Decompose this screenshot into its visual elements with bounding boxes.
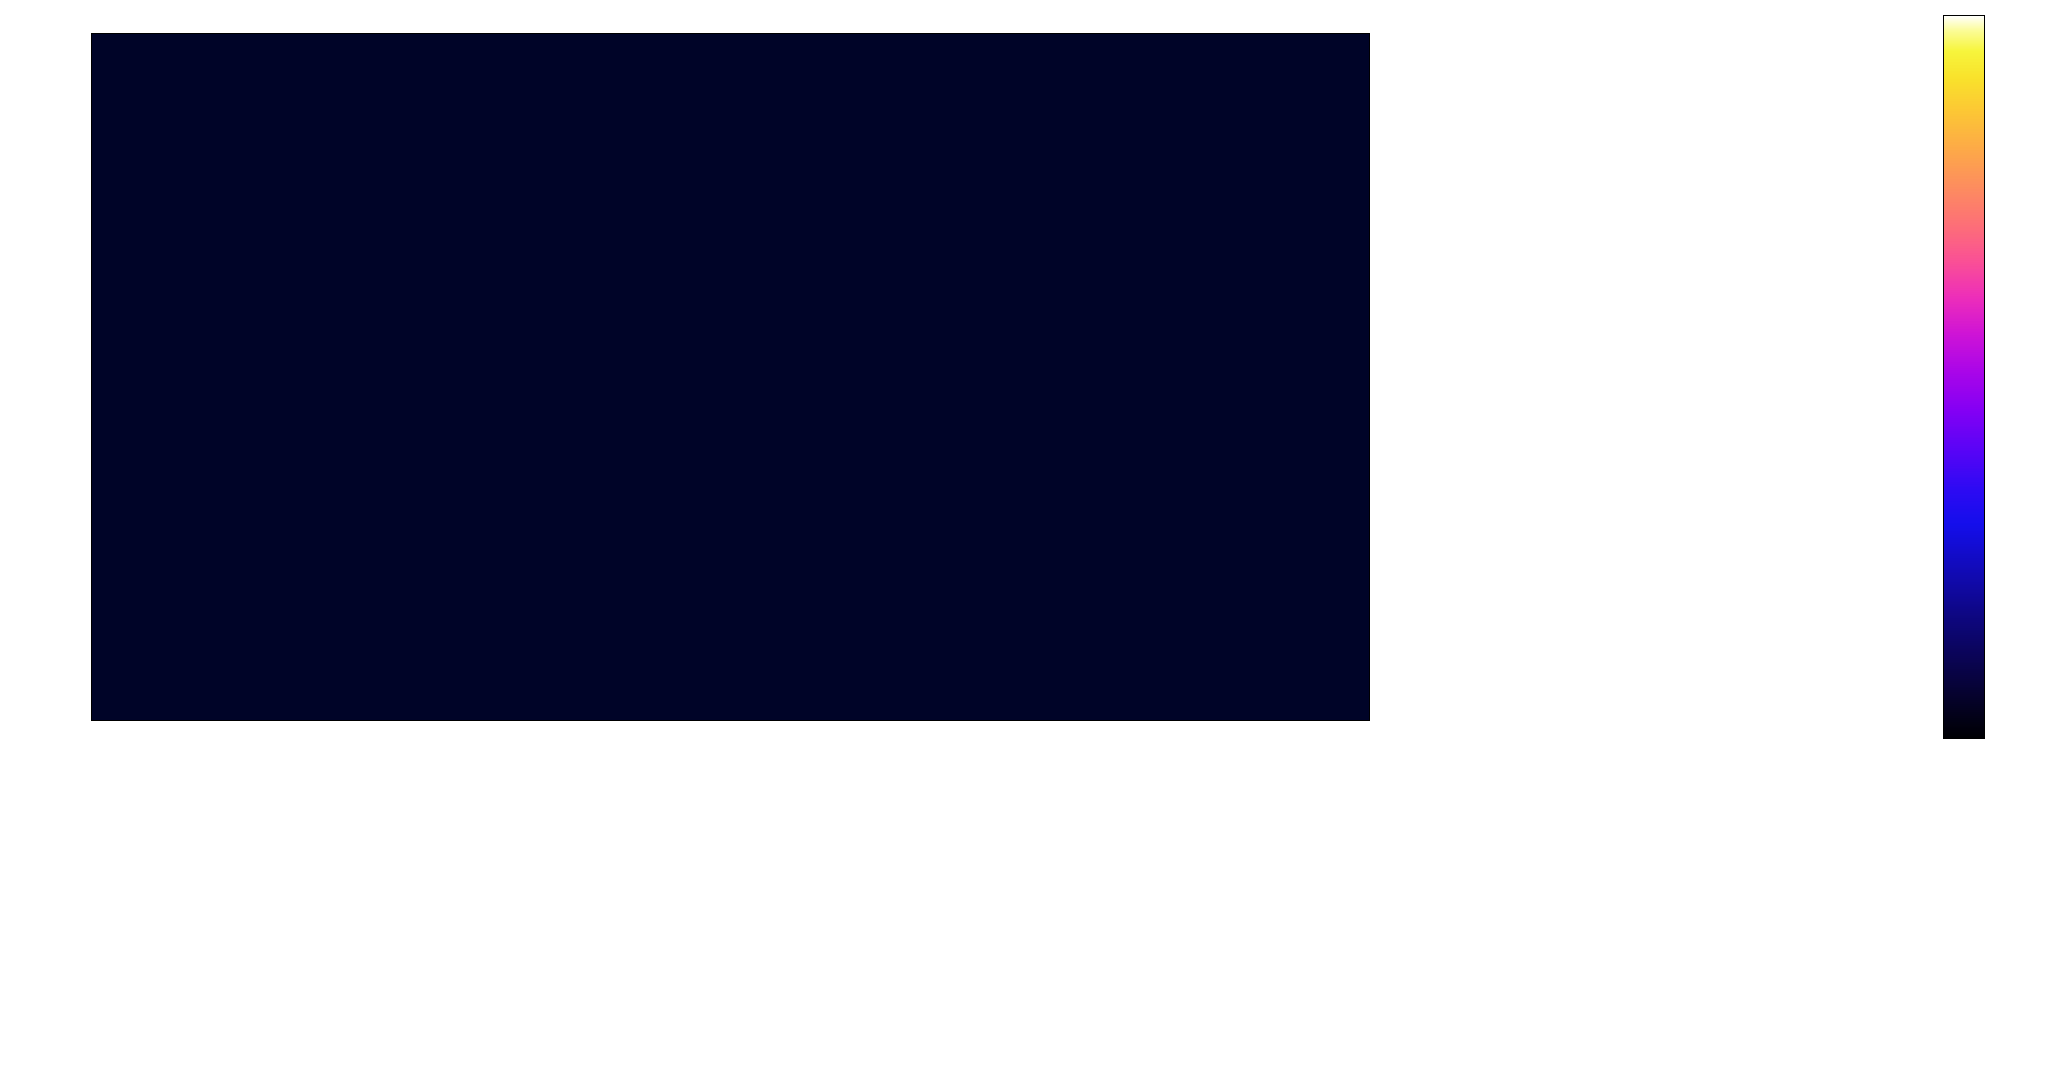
spectrogram-image xyxy=(92,34,1369,720)
colorbar-gradient xyxy=(1944,16,1984,738)
y-axis-tick-labels xyxy=(0,0,76,1067)
spectrogram-plot-area xyxy=(91,33,1370,721)
colorbar xyxy=(1943,15,1985,739)
